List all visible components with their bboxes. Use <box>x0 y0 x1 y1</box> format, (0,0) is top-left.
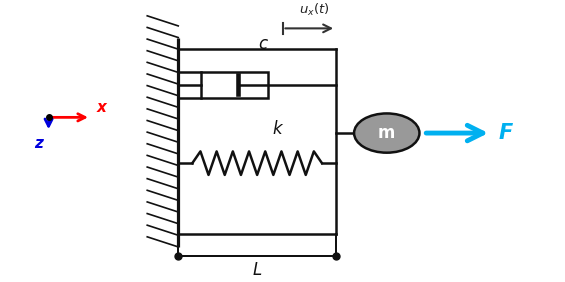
Text: L: L <box>253 261 262 279</box>
FancyBboxPatch shape <box>201 72 268 98</box>
Ellipse shape <box>354 113 419 153</box>
Text: x: x <box>97 100 106 115</box>
Text: m: m <box>378 124 395 142</box>
Text: F: F <box>498 123 512 143</box>
Text: $u_x(t)$: $u_x(t)$ <box>298 2 329 18</box>
Text: c: c <box>258 35 267 53</box>
Text: k: k <box>273 120 282 138</box>
Text: z: z <box>34 136 43 151</box>
